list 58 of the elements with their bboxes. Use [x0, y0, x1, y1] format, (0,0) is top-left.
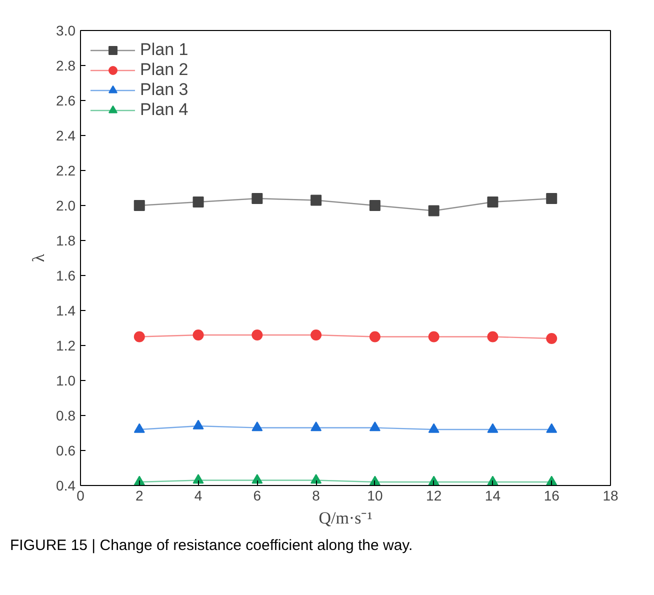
point — [134, 423, 145, 433]
y-tick-label: 2.0 — [56, 198, 76, 214]
x-tick-label: 0 — [76, 488, 85, 504]
point — [546, 193, 558, 204]
y-axis-title: λ — [29, 253, 48, 262]
point — [134, 200, 145, 211]
y-tick-label: 1.2 — [56, 338, 76, 354]
x-tick-label: 2 — [135, 488, 144, 504]
point — [252, 330, 263, 340]
point — [546, 333, 558, 344]
point — [252, 474, 263, 484]
y-tick-label: 2.4 — [56, 128, 76, 144]
y-tick-label: 2.2 — [56, 162, 76, 178]
x-tick-label: 18 — [602, 488, 618, 504]
point — [310, 330, 322, 340]
point — [428, 205, 440, 216]
y-tick-label: 1.0 — [56, 372, 76, 388]
x-tick-label: 12 — [426, 488, 442, 504]
point — [310, 194, 322, 206]
point — [369, 200, 380, 211]
x-tick-label: 6 — [253, 488, 262, 504]
y-tick-label: 2.6 — [56, 92, 76, 108]
point — [252, 193, 263, 204]
caption: FIGURE 15 | Change of resistance coefficient along the way. — [10, 536, 413, 556]
point — [310, 421, 322, 432]
point — [428, 331, 440, 342]
x-axis-title: Q/m·s⁻¹ — [318, 508, 372, 528]
point — [134, 331, 145, 342]
y-tick-label: 1.8 — [56, 232, 76, 248]
point — [192, 474, 204, 484]
legend-label: Plan 4 — [140, 100, 188, 120]
y-tick-label: 3.0 — [56, 22, 76, 38]
x-tick-label: 4 — [194, 488, 202, 504]
legend-label: Plan 3 — [140, 80, 188, 100]
point — [546, 423, 558, 433]
point — [428, 423, 440, 433]
y-tick-label: 0.6 — [56, 442, 76, 458]
x-tick-label: 8 — [312, 488, 320, 504]
point — [192, 330, 204, 340]
y-tick-label: 1.4 — [56, 302, 76, 318]
y-tick-label: 2.8 — [56, 58, 76, 74]
point — [192, 420, 204, 430]
point — [310, 474, 322, 484]
x-tick-label: 14 — [484, 488, 501, 504]
point — [487, 196, 498, 208]
y-tick-label: 0.4 — [56, 478, 76, 494]
x-tick-label: 16 — [544, 488, 560, 504]
x-tick-label: 10 — [367, 488, 383, 504]
point — [252, 421, 263, 432]
point — [487, 423, 498, 433]
legend-label: Plan 1 — [140, 40, 188, 60]
point — [192, 196, 204, 208]
legend-label: Plan 2 — [140, 60, 188, 80]
y-tick-label: 0.8 — [56, 408, 76, 424]
point — [369, 331, 380, 342]
point — [369, 421, 380, 432]
point — [487, 331, 498, 342]
y-tick-label: 1.6 — [56, 268, 76, 284]
